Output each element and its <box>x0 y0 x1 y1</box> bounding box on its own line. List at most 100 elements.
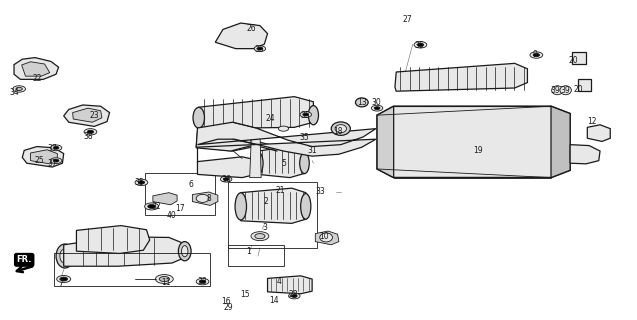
Ellipse shape <box>235 193 247 220</box>
Ellipse shape <box>193 108 204 128</box>
Text: 20: 20 <box>568 56 578 65</box>
Polygon shape <box>572 52 586 64</box>
Text: 34: 34 <box>9 88 19 97</box>
Text: 18: 18 <box>333 127 342 136</box>
Text: 9: 9 <box>533 50 538 59</box>
Ellipse shape <box>417 43 424 46</box>
Ellipse shape <box>253 152 263 174</box>
Ellipse shape <box>87 130 94 133</box>
Polygon shape <box>22 62 50 76</box>
Text: 1: 1 <box>246 247 251 256</box>
Polygon shape <box>196 125 252 151</box>
Polygon shape <box>31 150 57 164</box>
Text: 20: 20 <box>573 85 583 94</box>
Ellipse shape <box>414 42 427 48</box>
Ellipse shape <box>292 294 297 298</box>
Ellipse shape <box>299 153 309 173</box>
Polygon shape <box>315 231 339 245</box>
Text: 17: 17 <box>175 204 185 212</box>
Polygon shape <box>551 106 570 178</box>
Ellipse shape <box>303 113 308 116</box>
Text: 26: 26 <box>247 24 257 33</box>
Ellipse shape <box>57 276 71 283</box>
Polygon shape <box>377 106 570 178</box>
Polygon shape <box>197 97 313 129</box>
Text: 7: 7 <box>58 279 63 288</box>
Ellipse shape <box>138 181 145 184</box>
Text: 23: 23 <box>89 111 99 120</box>
Text: 32: 32 <box>151 202 161 211</box>
Ellipse shape <box>560 86 571 95</box>
Polygon shape <box>64 105 110 126</box>
Text: 29: 29 <box>223 303 233 312</box>
Ellipse shape <box>84 129 97 135</box>
Ellipse shape <box>220 176 232 182</box>
Ellipse shape <box>16 87 22 91</box>
Text: 28: 28 <box>289 290 297 299</box>
Polygon shape <box>258 147 304 178</box>
Text: 33: 33 <box>315 188 326 196</box>
Ellipse shape <box>304 144 318 154</box>
Ellipse shape <box>257 47 262 50</box>
Ellipse shape <box>303 136 308 139</box>
Polygon shape <box>153 193 177 205</box>
Text: 27: 27 <box>403 15 413 24</box>
Text: 19: 19 <box>473 146 483 155</box>
Ellipse shape <box>374 107 380 109</box>
Ellipse shape <box>355 98 368 107</box>
Polygon shape <box>395 63 527 91</box>
Ellipse shape <box>53 147 59 149</box>
Text: 35: 35 <box>299 133 310 142</box>
Ellipse shape <box>13 86 25 92</box>
Text: 25: 25 <box>34 156 45 164</box>
Ellipse shape <box>300 135 311 140</box>
Text: 2: 2 <box>264 197 269 206</box>
Text: 40: 40 <box>167 211 177 220</box>
Ellipse shape <box>182 246 188 257</box>
Text: 11: 11 <box>161 278 170 287</box>
Polygon shape <box>196 122 376 156</box>
Polygon shape <box>377 106 394 178</box>
Polygon shape <box>570 145 600 164</box>
Ellipse shape <box>155 275 173 284</box>
Ellipse shape <box>196 195 209 203</box>
Ellipse shape <box>135 179 148 186</box>
Text: 12: 12 <box>588 117 597 126</box>
Text: 37: 37 <box>47 144 57 153</box>
Text: 33: 33 <box>197 277 208 286</box>
Text: 35: 35 <box>414 41 424 50</box>
Ellipse shape <box>221 126 231 131</box>
Text: 6: 6 <box>189 180 194 188</box>
Polygon shape <box>587 125 610 141</box>
Bar <box>145 173 215 215</box>
Ellipse shape <box>289 293 300 299</box>
Polygon shape <box>22 147 64 167</box>
Text: 15: 15 <box>240 290 250 299</box>
Text: 21: 21 <box>276 186 285 195</box>
Text: 10: 10 <box>318 232 329 241</box>
Ellipse shape <box>320 233 333 242</box>
Ellipse shape <box>60 277 68 281</box>
Text: 37: 37 <box>47 159 57 168</box>
Ellipse shape <box>371 105 383 111</box>
Text: 13: 13 <box>357 98 367 107</box>
Text: 39: 39 <box>560 86 570 95</box>
Ellipse shape <box>199 280 206 283</box>
Bar <box>228 182 317 248</box>
Polygon shape <box>268 276 312 294</box>
Ellipse shape <box>335 125 347 133</box>
Text: 5: 5 <box>281 159 286 168</box>
Text: 16: 16 <box>221 297 231 306</box>
Polygon shape <box>215 23 268 49</box>
Ellipse shape <box>307 146 315 152</box>
Text: FR.: FR. <box>17 255 32 264</box>
Text: 4: 4 <box>276 277 282 286</box>
Ellipse shape <box>301 194 311 219</box>
Ellipse shape <box>60 249 70 263</box>
Ellipse shape <box>145 203 159 210</box>
Ellipse shape <box>552 86 563 95</box>
Text: 39: 39 <box>550 86 561 95</box>
Polygon shape <box>14 58 59 79</box>
Ellipse shape <box>196 278 209 285</box>
Text: 35: 35 <box>254 45 264 54</box>
